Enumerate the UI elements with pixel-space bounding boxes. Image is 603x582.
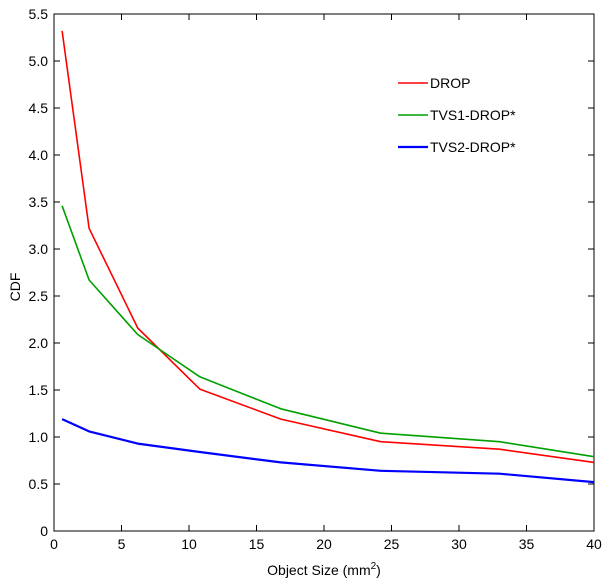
y-tick-label: 0.5 bbox=[29, 476, 49, 492]
series-line-tvs2-drop bbox=[61, 418, 595, 484]
legend: DROP TVS1-DROP* TVS2-DROP* bbox=[398, 75, 516, 155]
plot-area bbox=[53, 13, 595, 532]
x-axis-label-main: Object Size (mm bbox=[267, 562, 370, 578]
x-tick-label: 35 bbox=[519, 536, 535, 552]
y-tick-label: 5.0 bbox=[29, 53, 49, 69]
x-axis-label: Object Size (mm2) bbox=[267, 561, 381, 578]
y-tick-label: 2.0 bbox=[29, 335, 49, 351]
y-tick-label: 0 bbox=[40, 523, 48, 539]
y-tick-label: 4.5 bbox=[29, 100, 49, 116]
legend-label: TVS2-DROP* bbox=[430, 139, 516, 155]
x-tick-label: 5 bbox=[118, 536, 126, 552]
y-tick-label: 1.0 bbox=[29, 429, 49, 445]
x-axis-label-superscript: 2 bbox=[371, 561, 377, 572]
series-layer bbox=[61, 30, 595, 484]
series-line-drop bbox=[61, 30, 595, 464]
x-tick-label: 20 bbox=[316, 536, 332, 552]
y-tick-label: 5.5 bbox=[29, 6, 49, 22]
y-tick-label: 2.5 bbox=[29, 288, 49, 304]
series-line-tvs1-drop bbox=[61, 205, 595, 458]
x-tick-label: 0 bbox=[50, 536, 58, 552]
x-tick-label: 10 bbox=[181, 536, 197, 552]
x-tick-label: 40 bbox=[586, 536, 602, 552]
y-tick-label: 3.0 bbox=[29, 241, 49, 257]
legend-label: DROP bbox=[430, 75, 470, 91]
legend-label: TVS1-DROP* bbox=[430, 107, 516, 123]
x-axis-label-suffix: ) bbox=[376, 562, 381, 578]
y-tick-label: 3.5 bbox=[29, 194, 49, 210]
y-tick-label: 1.5 bbox=[29, 382, 49, 398]
y-tick-label: 4.0 bbox=[29, 147, 49, 163]
x-tick-label: 30 bbox=[451, 536, 467, 552]
ticks-layer: 0 5 10 15 20 25 30 35 40 0 0.5 1.0 1.5 2.0 2.5 3.0 3.5 4.… bbox=[29, 6, 602, 552]
y-axis-label: CDF bbox=[7, 273, 23, 302]
x-tick-label: 25 bbox=[384, 536, 400, 552]
x-tick-label: 15 bbox=[249, 536, 265, 552]
plot-frame bbox=[53, 13, 595, 532]
